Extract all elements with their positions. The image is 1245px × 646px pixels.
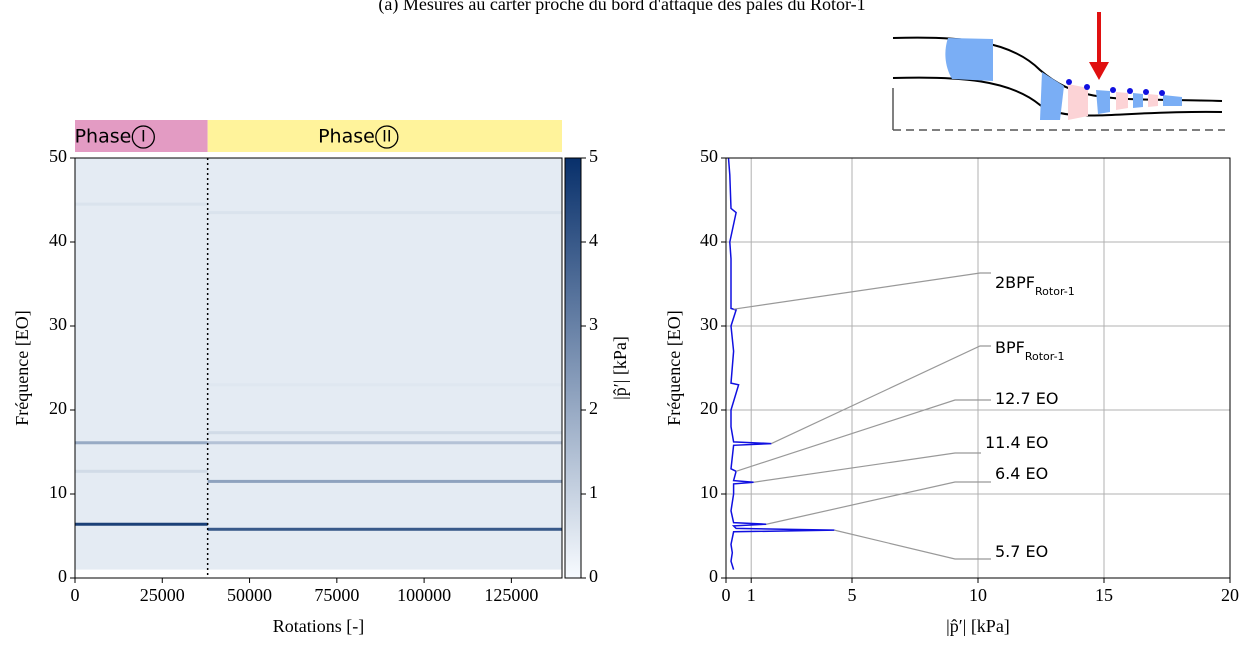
x-tick-label: 10: [969, 585, 987, 605]
annotation-text: 11.4 EO: [985, 433, 1048, 452]
blade: [1163, 95, 1182, 106]
heatmap-band: [207, 431, 563, 435]
annotation-subscript: Rotor-1: [1025, 350, 1065, 363]
blade: [1096, 90, 1110, 114]
annotation-text: BPF: [995, 338, 1025, 357]
vane: [1148, 94, 1158, 107]
engine-schematic: [892, 12, 1225, 131]
probes: [1066, 79, 1165, 96]
x-tick-label: 20: [1221, 585, 1239, 605]
annotation-leader: [735, 399, 991, 472]
y-axis-label: Fréquence [EO]: [664, 310, 684, 425]
x-tick-label: 125000: [484, 585, 538, 605]
phase-numeral-circle: [131, 125, 155, 149]
y-tick-label: 20: [700, 398, 718, 418]
x-tick-label: 15: [1095, 585, 1113, 605]
annotation-label: 6.4 EO: [995, 464, 1048, 483]
x-axis-label: |p̂′| [kPa]: [946, 616, 1010, 636]
colorbar-tick-label: 0: [589, 566, 598, 586]
heatmap-band: [207, 479, 563, 483]
phase-numeral: I: [141, 127, 146, 146]
heatmap-band: [75, 202, 208, 206]
y-tick-label: 30: [700, 314, 718, 334]
annotation-text: 5.7 EO: [995, 542, 1048, 561]
heatmap-band: [207, 211, 563, 215]
x-tick-label: 50000: [227, 585, 272, 605]
phase-label: Phase: [75, 126, 132, 148]
colorbar: [564, 157, 582, 579]
annotation-leader: [766, 481, 991, 525]
vane: [1068, 84, 1088, 120]
x-tick-label: 1: [747, 585, 756, 605]
y-tick-label: 50: [49, 146, 67, 166]
y-axis-label: Fréquence [EO]: [12, 310, 32, 425]
x-axis-label: Rotations [-]: [273, 616, 365, 636]
y-tick-label: 20: [49, 398, 67, 418]
annotation-leader: [771, 345, 991, 445]
colorbar-tick-label: 2: [589, 398, 598, 418]
annotation-label: 11.4 EO: [985, 433, 1048, 452]
heatmap-background: [75, 158, 562, 570]
phase-numeral: II: [382, 127, 391, 146]
phase-bar: [75, 120, 208, 152]
phase-numeral-circle: [375, 125, 399, 149]
plot-frame: [74, 157, 563, 579]
heatmap-band: [207, 527, 563, 531]
x-tick-label: 100000: [397, 585, 451, 605]
annotation-leader: [733, 272, 991, 310]
x-tick-label: 0: [722, 585, 731, 605]
x-tick-label: 25000: [140, 585, 185, 605]
colorbar-label: |p̂′| [kPa]: [610, 336, 630, 400]
heatmap-band: [207, 383, 563, 387]
annotation-label: BPFRotor-1: [995, 338, 1065, 364]
y-tick-label: 0: [58, 566, 67, 586]
colorbar-tick-label: 5: [589, 146, 598, 166]
heatmap-band: [75, 469, 208, 473]
colorbar-tick-label: 4: [589, 230, 598, 250]
phase-bar: [207, 120, 563, 152]
colorbar-tick-label: 3: [589, 314, 598, 334]
y-tick-label: 50: [700, 146, 718, 166]
y-tick-label: 10: [700, 482, 718, 502]
annotation-subscript: Rotor-1: [1035, 285, 1075, 298]
annotation-text: 12.7 EO: [995, 389, 1058, 408]
blade: [1040, 72, 1064, 120]
y-tick-label: 30: [49, 314, 67, 334]
figure-title: (a) Mesures au carter proche du bord d'a…: [378, 0, 865, 15]
spectrum-line: [727, 157, 835, 570]
annotation-label: 2BPFRotor-1: [995, 273, 1075, 299]
phase-label: Phase: [318, 126, 375, 148]
y-tick-label: 40: [700, 230, 718, 250]
heatmap-band: [75, 522, 208, 526]
colorbar-tick-label: 1: [589, 482, 598, 502]
annotation-label: 12.7 EO: [995, 389, 1058, 408]
blade: [1133, 93, 1143, 108]
arrow-head: [1089, 62, 1109, 80]
annotation-text: 6.4 EO: [995, 464, 1048, 483]
vane: [1116, 92, 1128, 110]
annotation-text: 2BPF: [995, 273, 1035, 292]
blade: [945, 38, 993, 81]
x-tick-label: 5: [848, 585, 857, 605]
x-tick-label: 0: [71, 585, 80, 605]
plot-frame: [725, 157, 1231, 579]
y-tick-label: 0: [709, 566, 718, 586]
annotation-leader: [753, 452, 981, 483]
y-tick-label: 40: [49, 230, 67, 250]
annotation-leader: [834, 529, 991, 560]
annotation-label: 5.7 EO: [995, 542, 1048, 561]
heatmap-band: [207, 441, 563, 445]
heatmap-band: [75, 441, 208, 445]
y-tick-label: 10: [49, 482, 67, 502]
x-tick-label: 75000: [314, 585, 359, 605]
